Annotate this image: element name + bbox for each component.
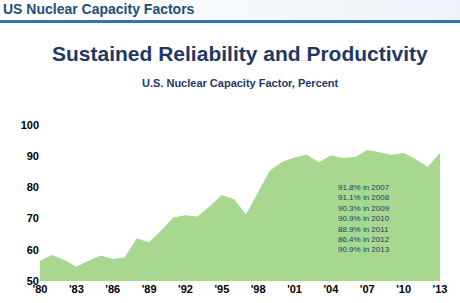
svg-text:'83: '83 xyxy=(69,283,84,295)
svg-text:91.8% in 200791.1% in 200890.3: 91.8% in 200791.1% in 200890.3% in 20099… xyxy=(338,183,390,254)
svg-text:'92: '92 xyxy=(178,283,193,295)
svg-text:90: 90 xyxy=(27,150,39,162)
svg-text:Sustained Reliability and Prod: Sustained Reliability and Productivity xyxy=(52,42,428,65)
svg-text:'04: '04 xyxy=(323,283,339,295)
svg-text:'80: '80 xyxy=(33,283,48,295)
svg-text:'01: '01 xyxy=(287,283,302,295)
svg-text:'95: '95 xyxy=(214,283,229,295)
svg-text:'07: '07 xyxy=(360,283,375,295)
svg-text:50: 50 xyxy=(27,275,39,287)
svg-text:'13: '13 xyxy=(433,283,448,295)
svg-text:'89: '89 xyxy=(142,283,157,295)
svg-text:U.S. Nuclear Capacity Factor,: U.S. Nuclear Capacity Factor, Percent xyxy=(142,77,339,89)
svg-text:'10: '10 xyxy=(396,283,411,295)
svg-text:'98: '98 xyxy=(251,283,266,295)
svg-text:80: 80 xyxy=(27,181,39,193)
html-text:US Nuclear Capacity Factors: US Nuclear Capacity Factors xyxy=(3,1,195,17)
svg-text:60: 60 xyxy=(27,244,39,256)
svg-text:'86: '86 xyxy=(105,283,120,295)
svg-text:100: 100 xyxy=(21,119,39,131)
svg-text:70: 70 xyxy=(27,212,39,224)
